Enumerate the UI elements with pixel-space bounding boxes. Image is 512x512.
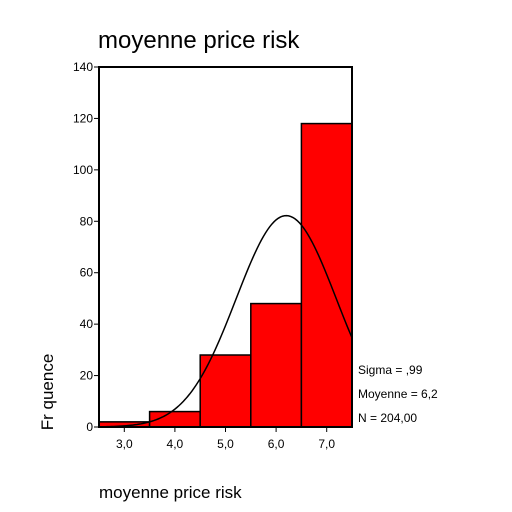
stats-block: Sigma = ,99 Moyenne = 6,2 N = 204,00 [358, 363, 438, 425]
x-axis-label: moyenne price risk [99, 483, 242, 502]
y-tick-label: 120 [73, 111, 93, 125]
x-axis: 3,0 4,0 5,0 6,0 7,0 [116, 427, 335, 451]
y-tick-label: 100 [73, 163, 93, 177]
x-tick-label: 3,0 [116, 437, 133, 451]
bars-group [98, 122, 353, 428]
stat-line: Sigma = ,99 [358, 363, 423, 377]
normal-curve [98, 214, 353, 428]
x-tick-label: 6,0 [268, 437, 285, 451]
y-tick-label: 140 [73, 60, 93, 74]
stat-line: N = 204,00 [358, 411, 417, 425]
y-axis: 0 20 40 60 80 100 120 140 [73, 60, 99, 434]
stat-line: Moyenne = 6,2 [358, 387, 438, 401]
x-tick-label: 4,0 [167, 437, 184, 451]
x-tick-label: 5,0 [217, 437, 234, 451]
x-tick-label: 7,0 [318, 437, 335, 451]
y-tick-label: 80 [80, 214, 94, 228]
bar-3 [250, 302, 303, 428]
y-tick-label: 40 [80, 317, 94, 331]
y-axis-label: Fr quence [38, 354, 57, 431]
bar-2 [199, 354, 252, 428]
y-tick-label: 60 [80, 266, 94, 280]
y-tick-label: 0 [86, 420, 93, 434]
y-tick-label: 20 [80, 369, 94, 383]
chart-title: moyenne price risk [98, 27, 300, 54]
